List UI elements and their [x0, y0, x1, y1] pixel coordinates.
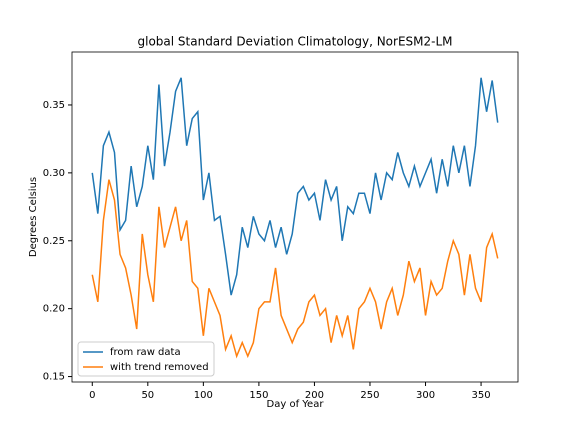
legend-box [77, 341, 215, 377]
x-tick-label: 250 [360, 390, 379, 401]
y-tick-label: 0.15 [43, 372, 65, 383]
x-tick-label: 50 [141, 390, 154, 401]
x-tick-label: 0 [89, 390, 95, 401]
x-tick-label: 350 [472, 390, 491, 401]
plot-frame [71, 51, 519, 383]
legend-label: with trend removed [110, 362, 209, 373]
line-series [91, 77, 499, 296]
legend-label: from raw data [110, 347, 181, 358]
line-series [91, 179, 499, 359]
y-axis-label: Degrees Celsius [28, 177, 39, 257]
chart-title: global Standard Deviation Climatology, N… [138, 35, 453, 49]
x-tick-label: 100 [194, 390, 213, 401]
y-tick-label: 0.20 [43, 304, 65, 315]
x-tick-label: 300 [416, 390, 435, 401]
x-tick-label: 150 [249, 390, 268, 401]
x-axis-label: Day of Year [267, 399, 325, 410]
y-tick-label: 0.25 [43, 236, 65, 247]
y-tick-label: 0.30 [43, 168, 65, 179]
y-tick-label: 0.35 [43, 100, 65, 111]
x-tick-label: 200 [305, 390, 324, 401]
